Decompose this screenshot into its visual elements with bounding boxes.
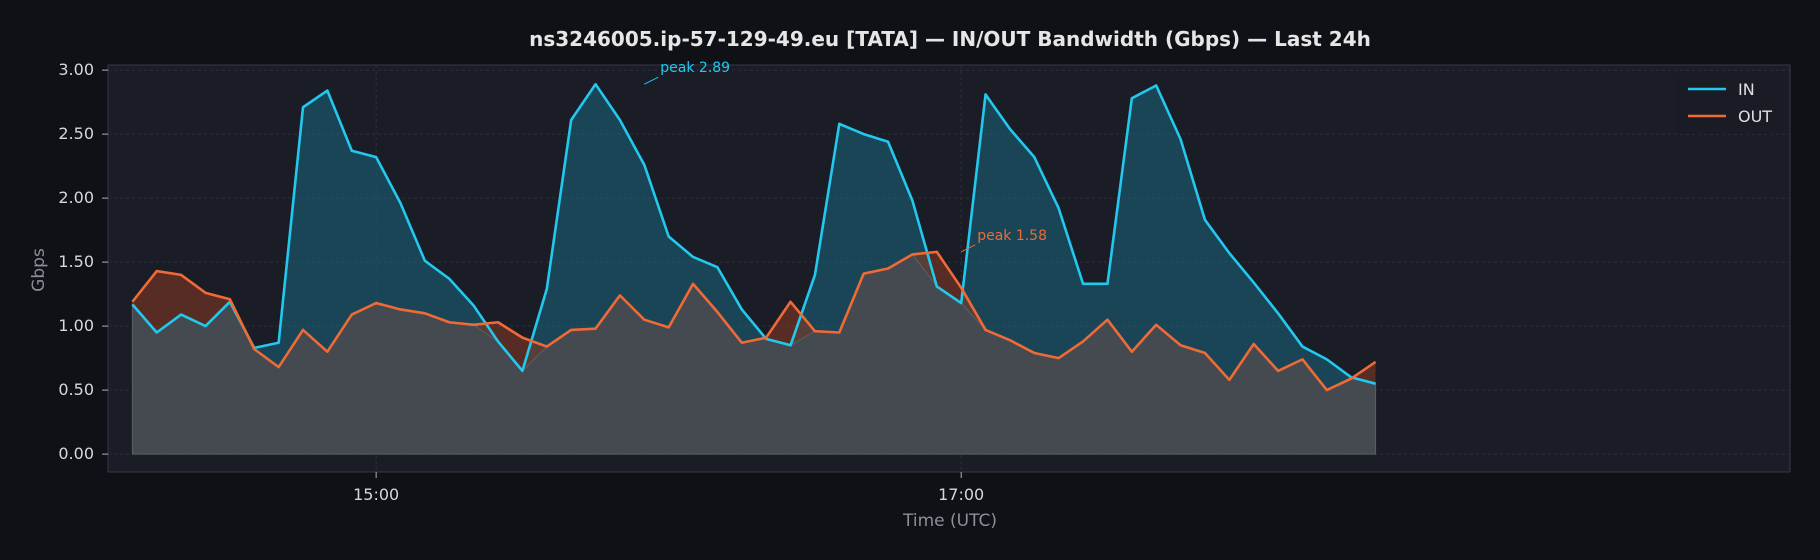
legend: IN OUT — [1676, 74, 1782, 134]
y-axis-ticks: 0.00 0.50 1.00 1.50 2.00 2.50 3.00 — [58, 60, 108, 463]
annotation-pointer — [644, 76, 659, 85]
y-tick-label: 2.50 — [58, 124, 94, 143]
series-line-in — [131, 82, 1376, 385]
series-line-out — [131, 250, 1377, 392]
annotation-pointer — [960, 244, 976, 253]
legend-label-in: IN — [1738, 80, 1755, 99]
x-tick-label: 15:00 — [353, 485, 399, 504]
y-tick-label: 0.00 — [58, 444, 94, 463]
y-tick-label: 2.00 — [58, 188, 94, 207]
series-lines — [131, 82, 1377, 392]
y-tick-label: 0.50 — [58, 380, 94, 399]
peak-annotation: peak 1.58 — [977, 228, 1047, 244]
peak-annotations: peak 2.89 peak 1.58 — [644, 60, 1047, 253]
x-tick-label: 17:00 — [938, 485, 984, 504]
y-tick-label: 1.50 — [58, 252, 94, 271]
x-axis-ticks: 15:00 17:00 — [353, 472, 984, 504]
peak-annotation: peak 2.89 — [660, 60, 730, 76]
chart-title: ns3246005.ip-57-129-49.eu [TATA] — IN/OU… — [529, 27, 1371, 51]
y-tick-label: 1.00 — [58, 316, 94, 335]
legend-label-out: OUT — [1738, 107, 1772, 126]
y-tick-label: 3.00 — [58, 60, 94, 79]
y-axis-label: Gbps — [29, 248, 49, 292]
x-axis-label: Time (UTC) — [902, 511, 997, 531]
